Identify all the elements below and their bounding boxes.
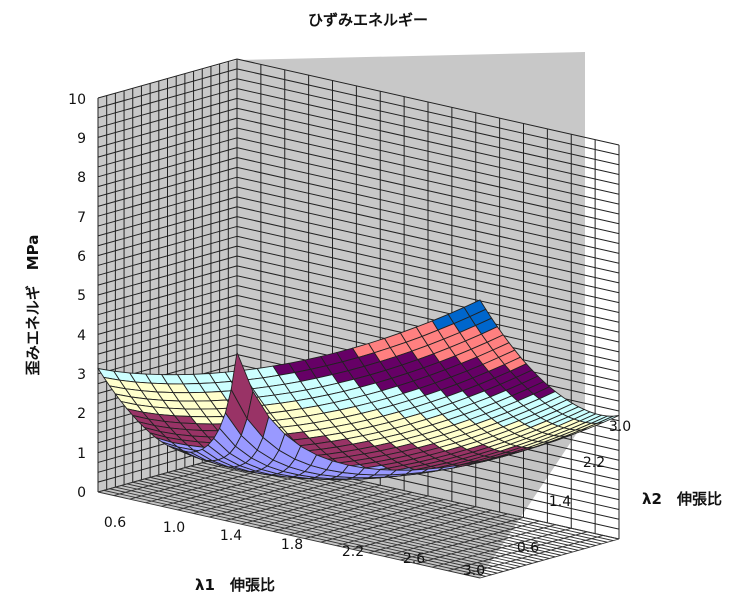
floor-gridline: [109, 488, 492, 576]
floor-gridline: [115, 486, 498, 574]
floor-gridline: [97, 491, 481, 579]
floor-gridline: [463, 534, 604, 575]
z-tick-label: 7: [77, 210, 86, 226]
z-tick-label: 4: [77, 328, 86, 344]
z-tick-label: 10: [68, 92, 86, 108]
z-tick-label: 2: [77, 406, 86, 422]
x-tick-label: 2.6: [403, 551, 425, 567]
floor-gridline: [121, 485, 504, 572]
x-tick-label: 1.4: [220, 528, 242, 544]
x-tick-label: 3.0: [463, 563, 485, 579]
chart-title: ひずみエネルギー: [308, 11, 428, 29]
surface-mesh: [97, 299, 620, 480]
y-tick-label: 0.6: [517, 540, 539, 556]
z-tick-label: 5: [77, 288, 86, 304]
floor-gridline: [432, 527, 572, 568]
x-tick-label: 0.6: [104, 515, 126, 531]
x-axis-label: λ1 伸張比: [195, 576, 275, 594]
x-tick-label: 1.8: [281, 537, 303, 553]
y-axis-ticks: 0.6 1.4 2.2 3.0: [517, 419, 631, 556]
surface-patch: [597, 415, 620, 424]
z-tick-label: 9: [77, 131, 86, 147]
z-axis-ticks: 0 1 2 3 4 5 6 7 8 9 10: [68, 92, 86, 501]
x-axis-ticks: 0.6 1.0 1.4 1.8 2.2 2.6 3.0: [104, 515, 485, 579]
floor-gridline: [448, 531, 588, 572]
z-tick-label: 1: [77, 446, 86, 462]
x-tick-label: 1.0: [163, 520, 185, 536]
z-tick-label: 0: [77, 485, 86, 501]
floor-gridlines: [97, 452, 620, 579]
y-tick-label: 1.4: [549, 494, 571, 510]
y-tick-label: 2.2: [583, 455, 605, 471]
z-tick-label: 3: [77, 367, 86, 383]
floor-gridline: [103, 489, 486, 577]
z-tick-label: 6: [77, 249, 86, 265]
z-tick-label: 8: [77, 170, 86, 186]
floor-gridline: [479, 538, 620, 579]
y-axis-label: λ2 伸張比: [642, 490, 722, 508]
y-tick-label: 3.0: [609, 419, 631, 435]
x-tick-label: 2.2: [342, 544, 364, 560]
z-axis-label: 歪みエネルギ MPa: [24, 235, 42, 376]
